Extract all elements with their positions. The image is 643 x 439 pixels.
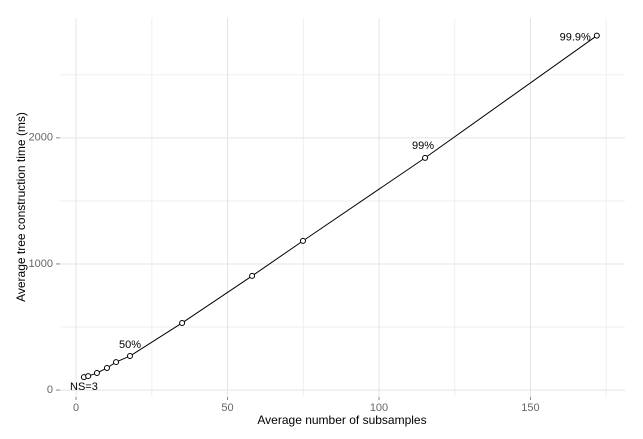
point — [179, 319, 186, 326]
line — [83, 35, 598, 378]
x-tick-label: 50 — [221, 402, 233, 414]
point — [126, 353, 133, 360]
y-tick-label: 0 — [47, 384, 53, 396]
x-tick-label: 100 — [370, 402, 388, 414]
point-label: NS=3 — [70, 381, 98, 393]
point — [93, 370, 100, 377]
point — [593, 32, 600, 39]
point — [422, 154, 429, 161]
y-tick-label: 1000 — [29, 258, 53, 270]
point — [103, 364, 110, 371]
y-axis-title: Average tree construction time (ms) — [14, 112, 28, 302]
point-label: 50% — [119, 339, 141, 351]
x-tick-label: 0 — [73, 402, 79, 414]
x-tick-label: 150 — [521, 402, 539, 414]
y-tick-label: 2000 — [29, 132, 53, 144]
point-label: 99.9% — [560, 32, 591, 44]
point — [85, 373, 92, 380]
point-label: 99% — [412, 140, 434, 152]
x-axis-title: Average number of subsamples — [257, 413, 426, 427]
point — [299, 237, 306, 244]
point — [249, 272, 256, 279]
point — [113, 359, 120, 366]
